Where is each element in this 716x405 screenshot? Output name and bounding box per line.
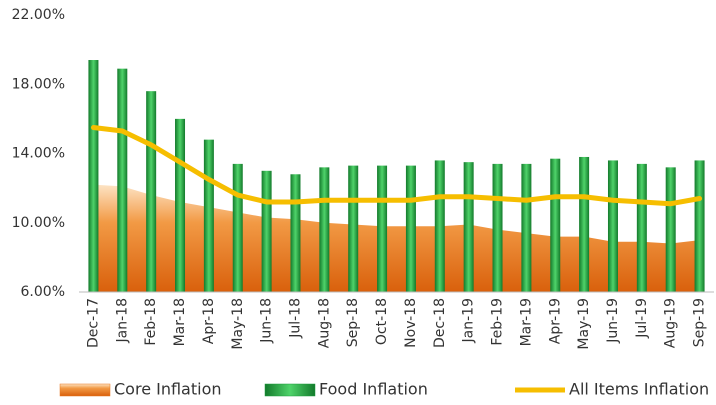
bar: [232, 163, 243, 292]
bar: [463, 162, 474, 292]
bar: [607, 160, 618, 292]
bar: [636, 163, 647, 292]
x-tick-label: Sep-19: [692, 298, 708, 347]
bar: [405, 165, 416, 292]
x-tick-label: Apr-18: [201, 298, 217, 344]
bar: [521, 163, 532, 292]
bar: [88, 60, 99, 293]
x-tick-label: Dec-18: [432, 298, 448, 348]
bar: [665, 167, 676, 292]
x-tick-label: Jan-18: [114, 298, 130, 343]
bar: [175, 118, 186, 292]
core-area: [93, 184, 700, 292]
bar: [117, 68, 128, 292]
bar: [203, 139, 214, 292]
legend-swatch: [264, 383, 316, 397]
bar: [319, 167, 330, 292]
x-tick-label: Dec-17: [85, 298, 101, 348]
x-tick-label: May-19: [576, 298, 592, 350]
bar: [377, 165, 388, 292]
x-tick-label: Sep-18: [345, 298, 361, 347]
x-tick-label: Jul-19: [634, 298, 650, 339]
line: [90, 125, 703, 207]
x-tick-label: Mar-19: [518, 298, 534, 346]
x-tick-label: Oct-18: [374, 298, 390, 345]
bar: [550, 158, 561, 292]
bar: [261, 170, 272, 292]
x-tick-label: Jun-18: [259, 298, 275, 344]
y-tick-label: 22.00%: [12, 7, 65, 23]
x-tick-label: May-18: [230, 298, 246, 350]
x-tick-label: Jun-19: [605, 298, 621, 344]
bar: [434, 160, 445, 292]
x-tick-label: Jul-18: [287, 298, 303, 339]
x-tick-label: Aug-18: [316, 298, 332, 348]
x-tick-label: Feb-19: [490, 298, 506, 346]
y-tick-label: 14.00%: [12, 146, 65, 162]
y-tick-label: 10.00%: [12, 215, 65, 231]
legend-label: Food Inflation: [319, 380, 428, 399]
legend-swatch: [59, 383, 111, 397]
x-tick-label: Jan-19: [461, 298, 477, 343]
x-tick-label: Nov-18: [403, 298, 419, 348]
x-tick-label: Mar-18: [172, 298, 188, 346]
x-tick-label: Aug-19: [663, 298, 679, 348]
x-tick-label: Feb-18: [143, 298, 159, 346]
bar: [694, 160, 705, 292]
bar: [579, 156, 590, 292]
legend-label: Core Inflation: [114, 380, 222, 399]
y-tick-label: 18.00%: [12, 76, 65, 92]
bar: [348, 165, 359, 292]
bar: [492, 163, 503, 292]
bar: [146, 91, 157, 292]
bar: [290, 174, 301, 292]
legend-label: All Items Inflation: [569, 380, 709, 399]
x-tick-label: Apr-19: [547, 298, 563, 344]
y-tick-label: 6.00%: [21, 284, 65, 300]
